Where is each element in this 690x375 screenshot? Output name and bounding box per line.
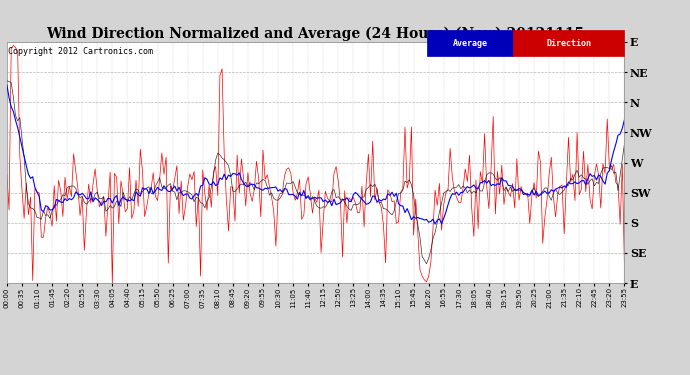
Text: Average: Average — [453, 39, 488, 48]
Text: Direction: Direction — [546, 39, 591, 48]
FancyBboxPatch shape — [427, 30, 513, 57]
Text: Copyright 2012 Cartronics.com: Copyright 2012 Cartronics.com — [8, 47, 153, 56]
FancyBboxPatch shape — [513, 30, 624, 57]
Title: Wind Direction Normalized and Average (24 Hours) (New) 20121115: Wind Direction Normalized and Average (2… — [47, 27, 584, 41]
